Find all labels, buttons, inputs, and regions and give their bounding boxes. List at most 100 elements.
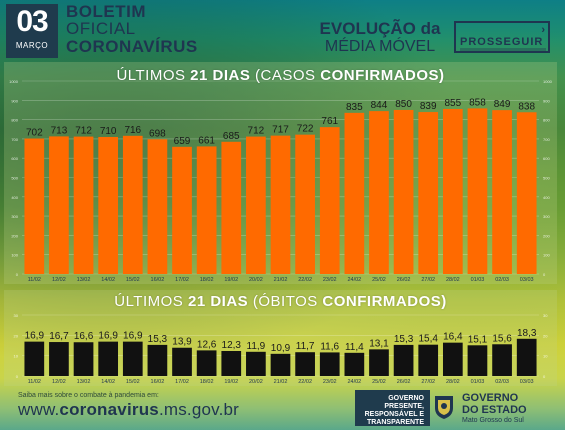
cases-y-tick-label: 800 [11, 118, 18, 123]
cases-x-tick-label: 19/02 [224, 277, 238, 283]
deaths-data-label: 15,1 [468, 334, 488, 345]
cases-data-label: 839 [420, 101, 437, 112]
deaths-bar [270, 353, 291, 376]
deaths-data-label: 16,4 [443, 332, 463, 343]
cases-bar [246, 136, 266, 274]
bulletin-title-line-1: BOLETIM [66, 2, 146, 21]
footer-info-text: Saiba mais sobre o combate à pandemia em… [18, 392, 159, 399]
cases-title-mid: (CASOS [250, 67, 321, 84]
cases-data-label: 702 [26, 128, 43, 139]
deaths-y-tick-label-right: 20 [543, 333, 548, 338]
cases-x-tick-label: 13/02 [77, 277, 91, 283]
deaths-x-tick-label: 18/02 [200, 379, 214, 385]
cases-y-tick-label-right: 900 [543, 98, 550, 103]
cases-chart-title: ÚLTIMOS 21 DIAS (CASOS CONFIRMADOS) [4, 67, 557, 84]
cases-data-label: 661 [198, 135, 215, 146]
footer: Saiba mais sobre o combate à pandemia em… [0, 388, 565, 430]
cases-y-tick-label-right: 1000 [543, 79, 553, 84]
cases-y-tick-label-right: 800 [543, 118, 550, 123]
cases-x-tick-label: 24/02 [347, 277, 361, 283]
deaths-data-label: 15,3 [394, 334, 414, 345]
deaths-x-tick-label: 24/02 [347, 379, 361, 385]
cases-data-label: 698 [149, 128, 166, 139]
cases-data-label: 838 [518, 101, 535, 112]
cases-y-tick-label: 700 [11, 137, 18, 142]
cases-x-tick-label: 03/03 [520, 277, 534, 283]
deaths-title-mid: (ÓBITOS [248, 293, 323, 310]
deaths-x-tick-label: 01/03 [471, 379, 485, 385]
deaths-data-label: 11,6 [320, 341, 339, 352]
cases-bar [49, 136, 69, 274]
cases-bar [442, 108, 463, 274]
deaths-x-tick-label: 20/02 [249, 379, 263, 385]
cases-y-tick-label-right: 500 [543, 176, 550, 181]
bulletin-title: BOLETIM OFICIAL CORONAVÍRUS [66, 3, 198, 56]
cases-y-tick-label-right: 400 [543, 195, 550, 200]
cases-x-tick-label: 16/02 [151, 277, 165, 283]
cases-y-tick-label: 0 [16, 272, 19, 277]
deaths-bar [516, 338, 537, 376]
cases-x-tick-label: 21/02 [274, 277, 288, 283]
deaths-chart-title: ÚLTIMOS 21 DIAS (ÓBITOS CONFIRMADOS) [4, 293, 557, 310]
footer-url-main: coronavirus [59, 400, 159, 419]
deaths-data-label: 11,4 [345, 342, 364, 353]
cases-bar [196, 146, 217, 274]
cases-data-label: 855 [444, 98, 461, 109]
cases-bar [24, 138, 45, 274]
cases-bar [492, 110, 512, 274]
deaths-data-label: 16,6 [74, 331, 94, 342]
cases-data-label: 858 [469, 97, 486, 108]
cases-x-tick-label: 26/02 [397, 277, 411, 283]
footer-url[interactable]: www.coronavirus.ms.gov.br [18, 400, 239, 420]
cases-y-tick-label: 600 [11, 156, 18, 161]
deaths-y-tick-label-right: 10 [543, 354, 548, 359]
cases-x-tick-label: 12/02 [52, 277, 66, 283]
cases-data-label: 685 [223, 131, 240, 142]
cases-bar [393, 109, 414, 274]
cases-x-tick-label: 23/02 [323, 277, 337, 283]
cases-y-tick-label-right: 100 [543, 253, 550, 258]
cases-chart: 0 0 100 100 200 200 300 300 400 400 500 500 600 600 70… [9, 79, 553, 283]
cases-x-tick-label: 01/03 [471, 277, 485, 283]
deaths-x-tick-label: 25/02 [372, 379, 386, 385]
deaths-data-label: 16,7 [49, 331, 69, 342]
government-state: Mato Grosso do Sul [462, 417, 524, 424]
deaths-data-label: 15,4 [418, 334, 438, 345]
deaths-x-tick-label: 15/02 [126, 379, 140, 385]
deaths-chart: 0 0 10 10 20 20 30 30 16,9 11/02 16,7 12/02 16,6 13/0… [14, 313, 549, 385]
deaths-bar [319, 352, 340, 376]
cases-y-tick-label: 300 [11, 214, 18, 219]
cases-x-tick-label: 17/02 [175, 277, 189, 283]
cases-data-label: 710 [100, 126, 117, 137]
cases-bar [270, 135, 291, 274]
cases-bar [172, 146, 192, 274]
deaths-y-tick-label: 0 [16, 374, 19, 379]
cases-title-bold: 21 DIAS [190, 67, 251, 84]
deaths-bar [147, 344, 168, 376]
cases-data-label: 716 [124, 125, 141, 136]
deaths-data-label: 11,9 [247, 341, 266, 352]
cases-bar [295, 134, 315, 274]
arrow-right-icon: › [541, 24, 545, 36]
cases-x-tick-label: 15/02 [126, 277, 140, 283]
date-badge: 03 MARÇO [6, 4, 58, 58]
cases-data-label: 712 [248, 126, 265, 137]
deaths-bar [24, 341, 45, 376]
cases-y-tick-label-right: 300 [543, 214, 550, 219]
deaths-x-tick-label: 26/02 [397, 379, 411, 385]
cases-bar [221, 141, 242, 274]
cases-x-tick-label: 20/02 [249, 277, 263, 283]
deaths-bar [344, 352, 365, 376]
evolution-heading-line-2: MÉDIA MÓVEL [324, 38, 436, 55]
deaths-data-label: 18,3 [517, 328, 537, 339]
deaths-bar [295, 352, 315, 376]
government-name-line-1: GOVERNO [462, 392, 519, 404]
bulletin-title-line-3: CORONAVÍRUS [66, 37, 198, 56]
deaths-title-end: CONFIRMADOS) [322, 293, 447, 310]
coat-of-arms-icon [435, 396, 453, 419]
deaths-data-label: 12,6 [197, 339, 217, 350]
deaths-x-tick-label: 03/03 [520, 379, 534, 385]
deaths-data-label: 16,9 [25, 331, 45, 342]
slogan-line-4: TRANSPARENTE [366, 419, 424, 426]
deaths-data-label: 15,6 [492, 333, 512, 344]
